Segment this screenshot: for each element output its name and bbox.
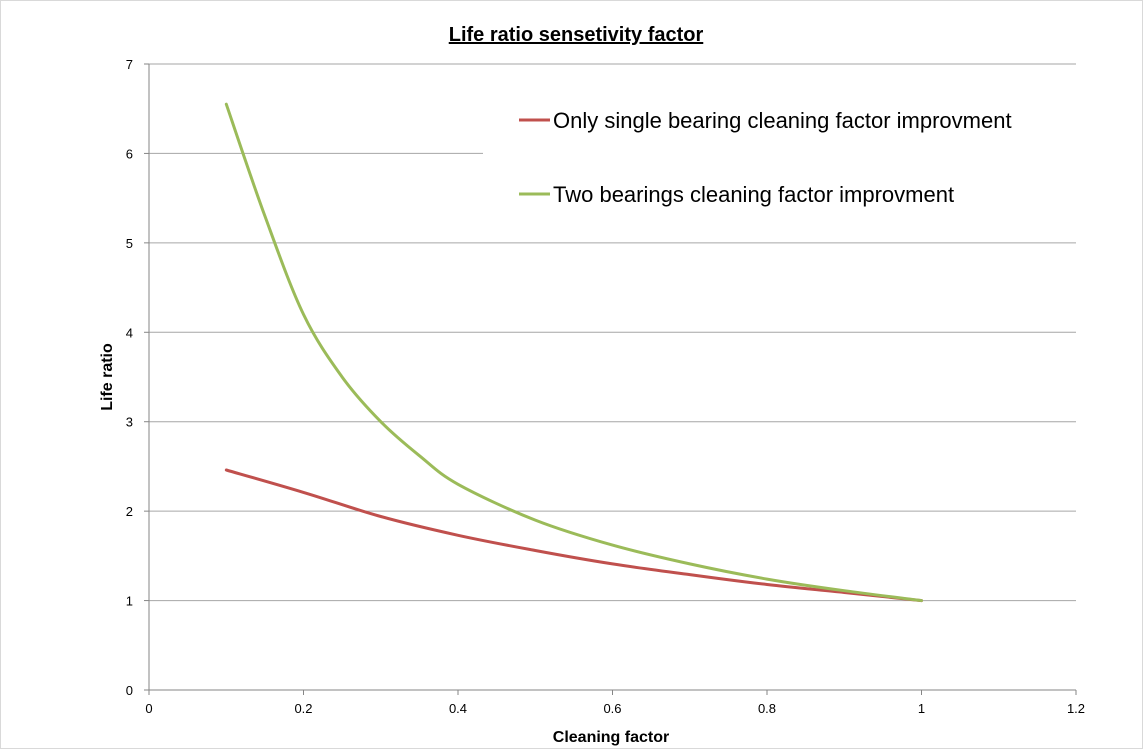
series-line-1: [224, 468, 923, 603]
y-tick-label: 1: [126, 594, 133, 609]
legend-label-1: Only single bearing cleaning factor impr…: [553, 108, 1012, 133]
x-tick-label: 1: [918, 701, 925, 716]
x-tick-label: 0.4: [449, 701, 467, 716]
legend-background: [483, 89, 1113, 224]
y-tick-label: 2: [126, 504, 133, 519]
x-axis-label: Cleaning factor: [553, 729, 669, 746]
series-lines: [224, 102, 923, 603]
y-tick-label: 3: [126, 415, 133, 430]
axes: [144, 63, 1077, 695]
x-tick-label: 0.8: [758, 701, 776, 716]
legend: Only single bearing cleaning factor impr…: [483, 89, 1113, 224]
y-tick-label: 4: [126, 325, 133, 340]
x-tick-label: 0: [145, 701, 152, 716]
y-tick-label: 5: [126, 236, 133, 251]
y-tick-label: 0: [126, 683, 133, 698]
y-axis-label: Life ratio: [99, 343, 116, 411]
legend-label-2: Two bearings cleaning factor improvment: [553, 182, 954, 207]
x-tick-label: 0.6: [603, 701, 621, 716]
tick-labels: 0 1 2 3 4 5 6 7 0 0.2 0.4 0.6 0.8 1 1.2: [126, 57, 1085, 716]
y-tick-label: 6: [126, 146, 133, 161]
x-tick-label: 0.2: [294, 701, 312, 716]
y-tick-label: 7: [126, 57, 133, 72]
x-tick-label: 1.2: [1067, 701, 1085, 716]
chart-title: Life ratio sensetivity factor: [449, 24, 704, 46]
series-line-2: [224, 102, 923, 603]
